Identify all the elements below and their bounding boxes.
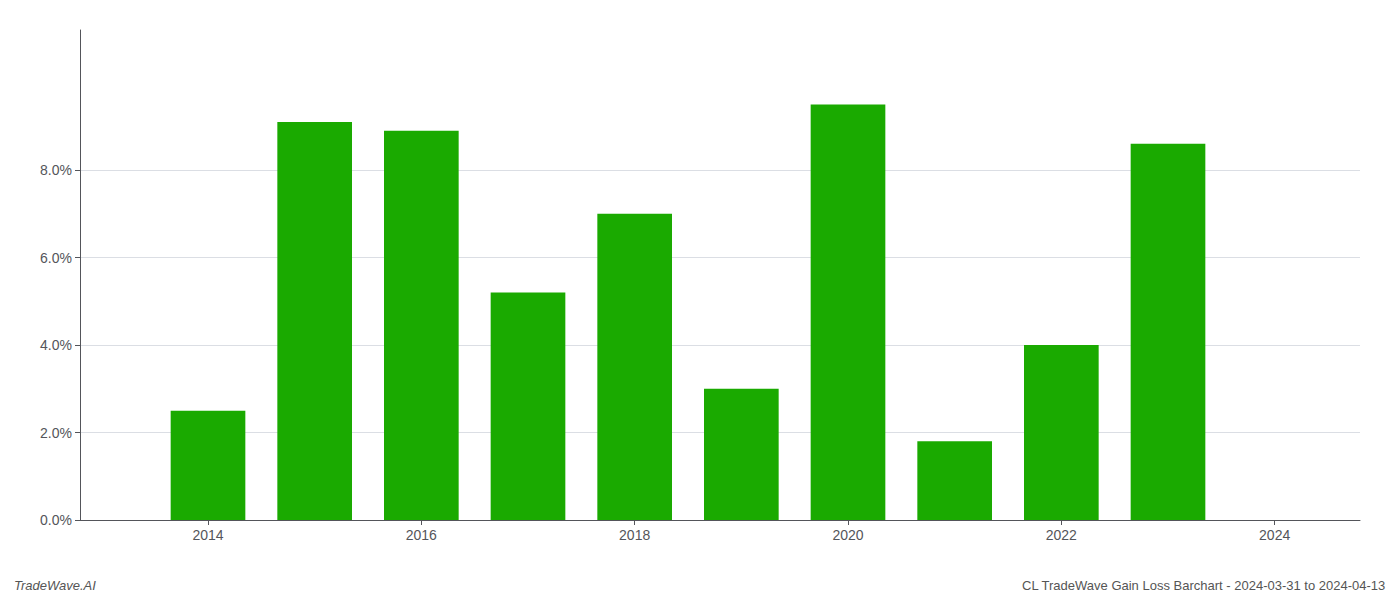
svg-text:2016: 2016 [406,527,437,543]
svg-text:CL TradeWave Gain Loss Barchar: CL TradeWave Gain Loss Barchart - 2024-0… [1022,578,1385,593]
svg-text:6.0%: 6.0% [40,250,72,266]
svg-text:2014: 2014 [192,527,223,543]
svg-text:0.0%: 0.0% [40,512,72,528]
svg-text:2022: 2022 [1046,527,1077,543]
svg-text:4.0%: 4.0% [40,337,72,353]
svg-text:2018: 2018 [619,527,650,543]
svg-text:TradeWave.AI: TradeWave.AI [14,578,96,593]
svg-text:8.0%: 8.0% [40,162,72,178]
svg-text:2.0%: 2.0% [40,425,72,441]
svg-text:2024: 2024 [1259,527,1290,543]
svg-text:2020: 2020 [832,527,863,543]
